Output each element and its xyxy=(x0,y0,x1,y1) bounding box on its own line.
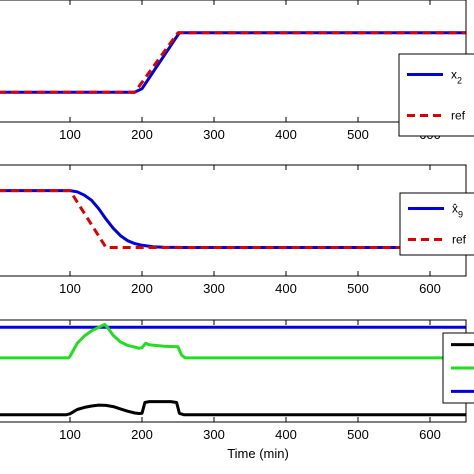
legend-label: ref xyxy=(452,233,467,247)
chart-panel-1: 100200300400500600x2ref xyxy=(0,0,474,142)
x-tick-label: 200 xyxy=(131,427,153,442)
series-line-2-1 xyxy=(0,189,466,249)
legend-label-subscript: 2 xyxy=(457,76,462,86)
x-tick-label: 300 xyxy=(203,427,225,442)
x-tick-label: 200 xyxy=(131,281,153,296)
x-tick-label: 100 xyxy=(59,427,81,442)
axes-frame-1 xyxy=(0,0,467,123)
legend-label: x̂9 xyxy=(452,202,463,220)
legend-3 xyxy=(442,332,474,404)
x-tick-label: 500 xyxy=(347,127,369,142)
x-tick-label: 400 xyxy=(275,127,297,142)
x-tick-label: 100 xyxy=(59,281,81,296)
x-tick-label: 400 xyxy=(275,281,297,296)
series-line-1-1 xyxy=(0,31,466,94)
series-line-1-2 xyxy=(0,31,466,94)
legend-2: x̂9 ref xyxy=(399,192,474,256)
x-tick-label: 100 xyxy=(59,127,81,142)
legend-label-subscript: 9 xyxy=(458,210,463,220)
legend-box xyxy=(399,192,474,256)
x-tick-label: 600 xyxy=(419,281,441,296)
chart-panel-2: 100 200 300 400 500 600 x̂9 ref xyxy=(0,164,474,296)
legend-label: x2 xyxy=(451,68,462,86)
x-tick-label: 200 xyxy=(131,127,153,142)
x-tick-label: 300 xyxy=(203,127,225,142)
series-line-3-3 xyxy=(0,400,466,417)
x-axis-label: Time (min) xyxy=(227,446,289,461)
legend-1: x2 ref xyxy=(398,53,474,137)
x-tick-label: 600 xyxy=(419,427,441,442)
legend-label: ref xyxy=(451,109,466,123)
x-tick-label: 500 xyxy=(347,281,369,296)
legend-box xyxy=(398,53,474,137)
x-tick-label: 300 xyxy=(203,281,225,296)
chart-panel-3: 100 200 300 400 500 600 Time (min) xyxy=(0,319,474,461)
x-tick-label: 400 xyxy=(275,427,297,442)
x-tick-label: 500 xyxy=(347,427,369,442)
series-line-3-2 xyxy=(0,322,466,360)
series-line-2-2 xyxy=(0,189,466,249)
axes-frame-2 xyxy=(0,164,467,277)
axes-frame-3 xyxy=(0,319,467,423)
